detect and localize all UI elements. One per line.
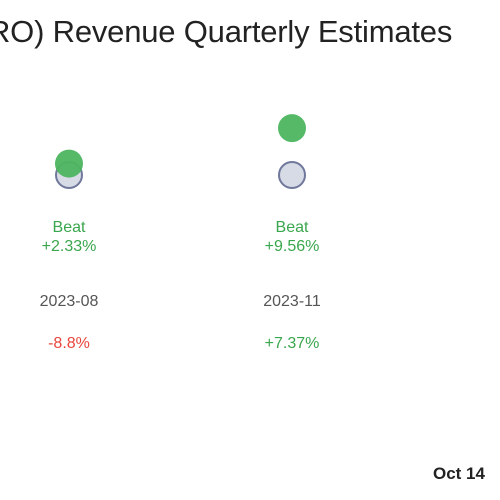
period-label: 2023-08 [40, 293, 99, 310]
chart-title: RO) Revenue Quarterly Estimates [0, 14, 453, 49]
yoy-label: -8.8% [48, 335, 90, 352]
period-label: 2023-11 [263, 293, 321, 310]
actual-marker [55, 149, 83, 178]
footer-date: Oct 14 [433, 464, 485, 483]
surprise-label: +2.33% [42, 238, 97, 255]
result-label: Beat [276, 219, 309, 236]
yoy-label: +7.37% [265, 335, 320, 352]
actual-marker [278, 114, 306, 143]
surprise-label: +9.56% [265, 238, 320, 255]
estimate-marker [278, 161, 306, 189]
result-label: Beat [53, 219, 86, 236]
